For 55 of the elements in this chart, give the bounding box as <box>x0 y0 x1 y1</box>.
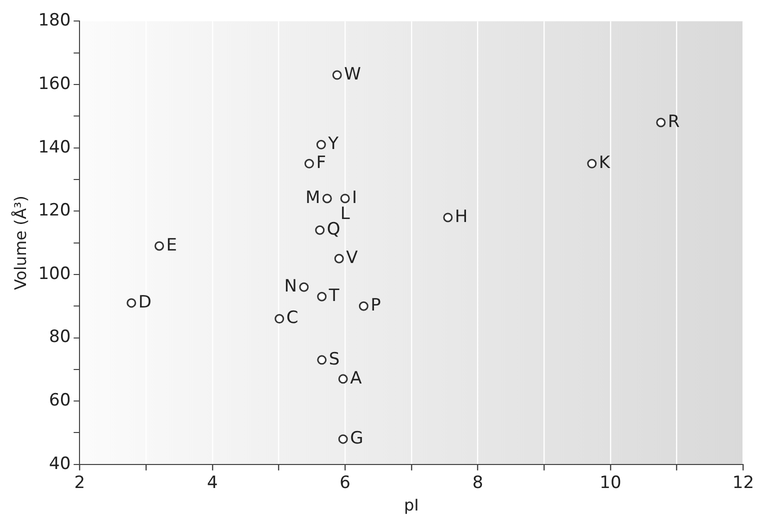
annotation: E <box>166 235 178 256</box>
annotation: L <box>340 204 350 224</box>
annotation: S <box>328 349 340 370</box>
y-tick-label: 120 <box>38 200 71 221</box>
point <box>126 298 136 308</box>
annotation: T <box>328 286 340 306</box>
point <box>340 194 350 204</box>
x-tick-label: 2 <box>74 473 86 494</box>
annotation: Q <box>326 220 340 240</box>
y-tick-label: 60 <box>49 390 71 411</box>
point <box>334 254 344 264</box>
point <box>154 241 164 251</box>
x-tick-label: 6 <box>340 473 350 494</box>
point <box>317 355 327 365</box>
y-tick-label: 80 <box>49 327 71 348</box>
annotation: Y <box>327 134 340 154</box>
annotation: V <box>346 248 358 268</box>
annotation: N <box>284 276 297 297</box>
point <box>322 194 332 204</box>
point <box>316 140 326 150</box>
annotation: W <box>344 64 362 84</box>
annotation: G <box>350 428 364 448</box>
y-axis-title: Volume (Å³) <box>10 196 30 290</box>
annotation: P <box>370 296 381 316</box>
annotation: A <box>350 368 362 388</box>
point <box>338 434 348 444</box>
annotation: F <box>316 153 326 174</box>
point <box>656 118 666 128</box>
y-tick-label: 160 <box>38 74 71 94</box>
annotation: K <box>598 153 611 174</box>
point <box>338 374 348 384</box>
point <box>317 292 327 302</box>
point <box>299 282 309 292</box>
point <box>587 158 597 168</box>
point <box>315 225 325 235</box>
x-axis-title: pI <box>404 496 419 515</box>
point <box>358 301 368 311</box>
point <box>274 314 284 324</box>
point <box>443 212 453 222</box>
point <box>332 70 342 80</box>
y-tick-label: 40 <box>49 454 71 474</box>
y-tick-label: 140 <box>38 137 71 158</box>
annotation: I <box>352 188 358 208</box>
y-tick-label: 100 <box>38 264 71 284</box>
x-tick-label: 12 <box>732 473 754 494</box>
annotation: M <box>305 188 320 208</box>
x-tick-label: 10 <box>600 473 622 494</box>
x-tick-label: 8 <box>472 473 484 494</box>
y-tick-label: 180 <box>38 10 71 31</box>
annotation: H <box>454 206 468 227</box>
annotation: R <box>668 112 680 132</box>
annotation: C <box>286 308 298 328</box>
point <box>304 158 314 168</box>
annotation: D <box>138 292 152 312</box>
x-tick-label: 4 <box>206 473 218 494</box>
